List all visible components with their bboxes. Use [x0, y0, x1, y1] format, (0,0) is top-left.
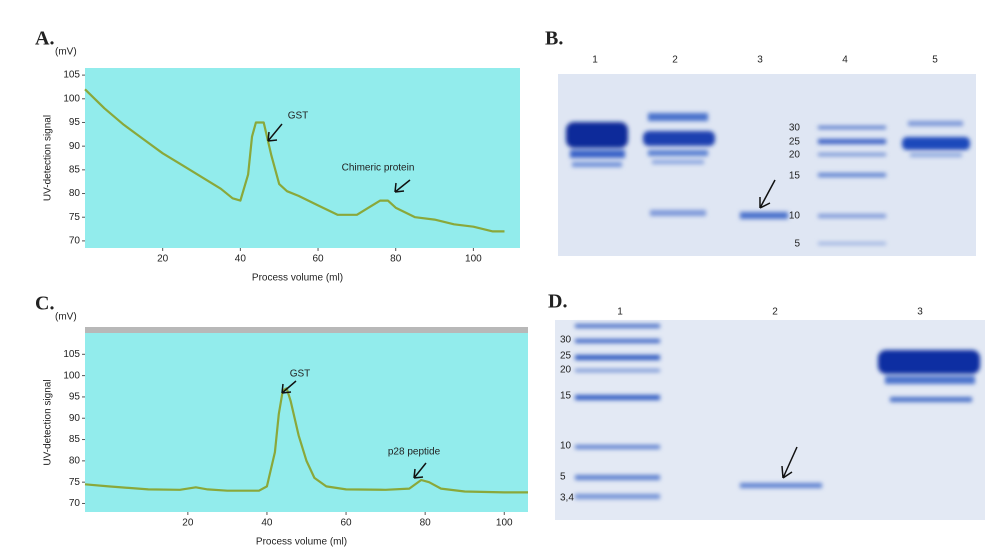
x-tick-label: 20 — [182, 518, 194, 529]
marker-label: 5 — [794, 239, 800, 250]
gel-d-bands — [575, 324, 980, 499]
x-tick-label: 40 — [261, 518, 273, 529]
y-tick-label: 100 — [63, 370, 80, 381]
annotation-arrow — [281, 380, 297, 394]
marker-label: 5 — [560, 472, 566, 483]
annotation: GST — [288, 111, 309, 122]
marker-label: 25 — [789, 137, 801, 148]
lane-label: 1 — [592, 55, 598, 66]
annotation-arrow — [413, 462, 427, 479]
lane-label: 2 — [772, 307, 778, 318]
annotation-arrow — [267, 123, 283, 142]
x-tick-label: 60 — [340, 518, 352, 529]
y-axis-label: UV-detection signal — [43, 115, 54, 201]
y-tick-label: 80 — [69, 455, 81, 466]
marker-label: 20 — [789, 150, 801, 161]
marker-label: 25 — [560, 351, 572, 362]
y-unit: (mV) — [55, 312, 77, 323]
x-axis-label: Process volume (ml) — [256, 537, 347, 548]
plot-area — [85, 68, 520, 248]
annotation: Chimeric protein — [342, 163, 415, 174]
y-tick-label: 90 — [69, 413, 81, 424]
x-axis-label: Process volume (ml) — [252, 273, 343, 284]
annotation-arrow — [394, 179, 411, 193]
y-tick-label: 85 — [69, 164, 81, 175]
panel-label: A. — [35, 28, 54, 50]
marker-label: 30 — [560, 335, 572, 346]
y-tick-label: 95 — [69, 117, 81, 128]
y-tick-label: 70 — [69, 236, 81, 247]
y-unit: (mV) — [55, 47, 77, 58]
marker-label: 3,4 — [560, 493, 574, 504]
annotation: p28 peptide — [388, 447, 441, 458]
x-tick-label: 60 — [312, 254, 324, 265]
y-tick-label: 85 — [69, 434, 81, 445]
signal-line — [84, 387, 528, 494]
y-tick-label: 75 — [69, 477, 81, 488]
x-tick-label: 40 — [235, 254, 247, 265]
y-tick-label: 100 — [63, 93, 80, 104]
x-tick-label: 80 — [390, 254, 402, 265]
plot-area — [85, 333, 528, 512]
y-tick-label: 75 — [69, 212, 81, 223]
marker-label: 10 — [789, 211, 801, 222]
marker-label: 30 — [789, 123, 801, 134]
y-tick-label: 80 — [69, 188, 81, 199]
y-tick-label: 105 — [63, 349, 80, 360]
gel-b — [558, 74, 976, 256]
y-axis-label: UV-detection signal — [43, 379, 54, 465]
x-tick-label: 20 — [157, 254, 169, 265]
arrow — [781, 446, 798, 479]
panel-label: B. — [545, 28, 563, 50]
signal-line — [84, 88, 505, 233]
plot-header — [85, 327, 528, 333]
panel-label: C. — [35, 293, 54, 315]
marker-label: 15 — [789, 171, 801, 182]
y-tick-label: 70 — [69, 498, 81, 509]
lane-label: 3 — [917, 307, 923, 318]
gel-b-bands — [566, 113, 970, 245]
marker-label: 20 — [560, 365, 572, 376]
x-tick-label: 100 — [496, 518, 513, 529]
marker-label: 15 — [560, 391, 572, 402]
panel-label: D. — [548, 291, 567, 313]
lane-label: 2 — [672, 55, 678, 66]
x-tick-label: 80 — [420, 518, 432, 529]
y-tick-label: 90 — [69, 141, 81, 152]
annotation: GST — [290, 369, 311, 380]
arrow — [759, 179, 776, 209]
x-tick-label: 100 — [465, 254, 482, 265]
lane-label: 4 — [842, 55, 848, 66]
y-tick-label: 95 — [69, 392, 81, 403]
y-tick-label: 105 — [63, 70, 80, 81]
lane-label: 3 — [757, 55, 763, 66]
lane-label: 5 — [932, 55, 938, 66]
marker-label: 10 — [560, 441, 572, 452]
lane-label: 1 — [617, 307, 623, 318]
